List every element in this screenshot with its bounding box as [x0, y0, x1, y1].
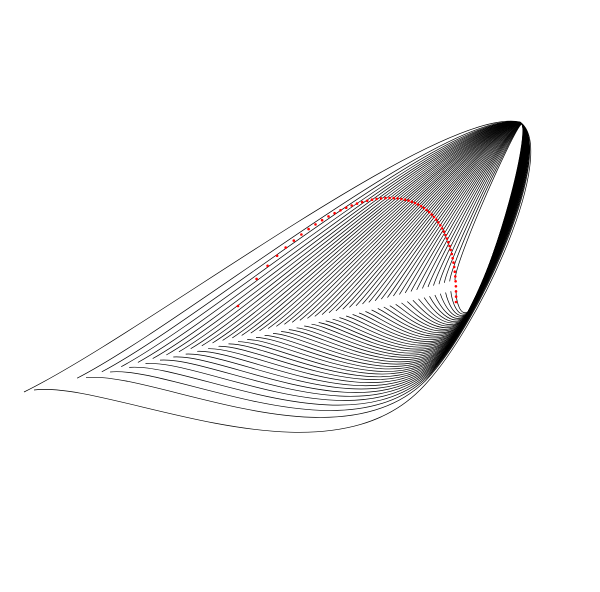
red-marker-dot: [454, 300, 458, 304]
red-marker-dot: [379, 197, 383, 200]
red-marker-dot: [425, 208, 428, 212]
curve-family: [23, 120, 531, 433]
red-marker-dot: [365, 199, 369, 203]
red-marker-dot: [447, 240, 450, 244]
red-marker-dot: [403, 198, 407, 201]
loop-curve: [101, 121, 530, 411]
red-marker-dot: [449, 248, 453, 252]
red-marker-dot: [454, 295, 458, 298]
red-marker-dot: [454, 285, 458, 288]
red-marker-dot: [439, 224, 442, 227]
red-marker-dot: [410, 200, 414, 203]
loop-curve: [121, 121, 530, 406]
red-marker-dot: [344, 206, 348, 209]
red-marker-dot: [442, 230, 446, 233]
loop-curve: [454, 123, 524, 313]
red-marker-dot: [454, 280, 457, 283]
red-marker-dot: [400, 197, 403, 201]
loop-curve: [23, 120, 531, 433]
red-marker-dot: [396, 197, 399, 200]
red-marker-dot: [284, 246, 288, 249]
red-marker-dot: [384, 196, 387, 200]
red-marker-dot: [448, 244, 451, 248]
red-marker-dot: [452, 265, 456, 269]
red-marker-dot: [413, 201, 417, 205]
red-marker-dot: [255, 277, 258, 281]
red-marker-dot: [307, 227, 310, 231]
red-marker-dot: [333, 211, 336, 215]
loop-curve: [137, 121, 529, 401]
red-marker-dot: [375, 197, 378, 201]
red-marker-dot: [360, 200, 364, 204]
loop-curve: [76, 121, 530, 418]
red-marker-dot: [453, 270, 457, 274]
loop-curve: [178, 121, 528, 390]
red-marker-dot: [444, 233, 447, 237]
red-marker-dot: [445, 237, 449, 240]
red-marker-dot: [440, 227, 444, 230]
red-marker-dot: [370, 198, 374, 201]
red-marker-dot: [434, 218, 438, 221]
red-marker-dot: [437, 221, 440, 224]
red-marker-path: [236, 196, 458, 308]
red-marker-dot: [339, 209, 342, 212]
red-marker-dot: [327, 215, 330, 218]
red-marker-dot: [407, 199, 410, 202]
red-marker-dot: [350, 204, 354, 207]
red-marker-dot: [427, 210, 431, 214]
red-marker-dot: [451, 256, 455, 260]
red-marker-dot: [452, 261, 455, 264]
red-marker-dot: [450, 252, 454, 256]
red-marker-dot: [292, 239, 296, 242]
red-marker-dot: [275, 254, 279, 258]
red-marker-dot: [454, 275, 457, 278]
red-marker-dot: [320, 218, 324, 222]
red-marker-dot: [355, 202, 359, 205]
red-marker-dot: [388, 196, 391, 200]
red-marker-dot: [432, 215, 436, 219]
red-marker-dot: [422, 206, 426, 210]
loop-curve: [152, 121, 529, 397]
red-marker-dot: [416, 203, 420, 206]
red-marker-dot: [266, 264, 269, 268]
red-marker-dot: [430, 213, 434, 216]
red-marker-dot: [300, 233, 303, 236]
red-marker-dot: [392, 196, 396, 200]
red-marker-dot: [454, 290, 458, 293]
red-marker-dot: [314, 223, 317, 226]
red-marker-dot: [419, 204, 423, 208]
red-marker-dot: [236, 304, 240, 308]
